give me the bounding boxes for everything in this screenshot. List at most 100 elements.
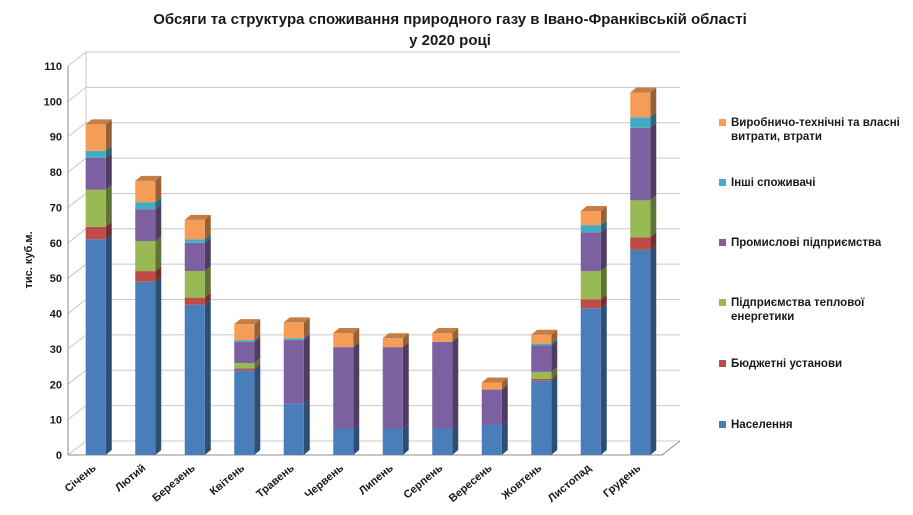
bar-top	[630, 87, 657, 93]
bar-top	[382, 333, 409, 339]
bar-segment	[184, 239, 205, 243]
bar-segment-side	[303, 333, 310, 341]
bar-segment-side	[155, 266, 162, 282]
bar-segment	[630, 200, 651, 238]
x-tick-label: Вересень	[447, 462, 495, 505]
bar-segment	[580, 210, 601, 226]
bar-segment	[234, 340, 255, 342]
bar-segment-side	[254, 358, 261, 369]
bar-stack	[481, 377, 508, 455]
bar-segment-side	[551, 340, 558, 372]
legend-item: Бюджетні установи	[719, 358, 842, 370]
bar-stack	[432, 327, 459, 455]
bar-segment-side	[105, 152, 112, 190]
bar-segment	[432, 428, 453, 455]
bar-stack	[184, 214, 211, 455]
bar-segment	[234, 370, 255, 455]
gridline-side	[67, 405, 87, 421]
bar-segment	[481, 424, 502, 455]
bar-stack	[333, 327, 360, 455]
bar-stack	[283, 317, 310, 455]
legend-swatch	[719, 421, 726, 428]
bar-segment-side	[254, 319, 261, 341]
bar-segment	[283, 403, 304, 455]
bar-segment-side	[600, 205, 607, 226]
bar-top	[333, 327, 360, 333]
bar-segment	[85, 150, 106, 158]
bar-segment-side	[600, 227, 607, 272]
bar-segment	[630, 249, 651, 455]
bar-segment	[135, 209, 156, 242]
gridline-side	[67, 299, 87, 314]
bar-segment	[481, 382, 502, 390]
gridline-side	[67, 51, 87, 67]
bar-top	[531, 329, 558, 335]
bar-segment-side	[650, 244, 657, 455]
y-tick-label: 70	[50, 202, 62, 214]
y-tick-label: 30	[50, 344, 62, 356]
gridline-side	[67, 369, 87, 385]
bar-segment-side	[650, 232, 657, 250]
bar-segment	[333, 332, 354, 348]
bar-segment	[135, 202, 156, 210]
chart-title: Обсяги та структура споживання природног…	[153, 11, 747, 49]
bar-segment-side	[254, 365, 261, 455]
bar-segment-side	[204, 299, 211, 455]
bar-segment	[432, 341, 453, 429]
bar-segment-side	[650, 112, 657, 128]
bar-segment	[531, 371, 552, 379]
bar-segment	[135, 281, 156, 455]
bar-segment-side	[402, 423, 409, 455]
chart-title-line-2: у 2020 році	[409, 32, 491, 49]
bar-stack	[234, 319, 261, 455]
bar-segment-side	[254, 363, 261, 371]
legend-label: Бюджетні установи	[731, 358, 842, 370]
bar-segment-side	[551, 366, 558, 379]
bar-segment	[580, 232, 601, 272]
y-tick-label: 50	[50, 273, 62, 285]
bar-segment-side	[452, 327, 459, 342]
bar-segment	[531, 378, 552, 381]
bar-segment	[234, 324, 255, 341]
gridline-side	[67, 440, 87, 456]
bar-segment	[283, 338, 304, 341]
bar-segment-side	[204, 292, 211, 305]
y-tick-label: 10	[50, 415, 62, 427]
bar-top	[283, 317, 310, 323]
bar-segment	[85, 226, 106, 240]
x-tick-label: Липень	[357, 462, 396, 497]
bar-stack	[630, 87, 657, 455]
bar-segment-side	[204, 237, 211, 272]
bar-segment	[630, 127, 651, 201]
x-tick-label: Березень	[150, 462, 198, 505]
legend-swatch	[719, 239, 726, 246]
y-tick-label: 90	[50, 132, 62, 144]
gridline-side	[67, 122, 87, 138]
y-axis-label: тис. куб.м.	[23, 231, 35, 288]
bar-segment	[135, 271, 156, 282]
bar-segment-side	[551, 329, 558, 344]
legend-label: Виробничо-технічні та власні витрати, втр…	[731, 117, 900, 143]
y-tick-label: 100	[44, 96, 62, 108]
legend-item: Виробничо-технічні та власні витрати, втр…	[719, 117, 900, 143]
bar-segment-side	[204, 234, 211, 243]
x-tick-label: Листопад	[546, 462, 594, 505]
legend-label: Інші споживачі	[731, 177, 815, 189]
y-tick-label: 110	[44, 61, 62, 73]
bar-segment	[580, 225, 601, 233]
bar-segment	[382, 347, 403, 429]
bar-segment	[283, 322, 304, 339]
bar-segment	[630, 237, 651, 250]
bar-segment-side	[452, 423, 459, 455]
bar-segment	[283, 340, 304, 404]
bar-segment	[135, 180, 156, 203]
bar-segment	[382, 338, 403, 348]
bar-segment-side	[105, 221, 112, 240]
x-tick-label: Травень	[254, 462, 297, 500]
bar-segment-side	[204, 214, 211, 240]
x-tick-label: Жовтень	[499, 462, 544, 503]
bar-segment	[234, 363, 255, 369]
legend-swatch	[719, 360, 726, 367]
bar-segment-side	[650, 87, 657, 118]
y-tick-label: 20	[50, 379, 62, 391]
